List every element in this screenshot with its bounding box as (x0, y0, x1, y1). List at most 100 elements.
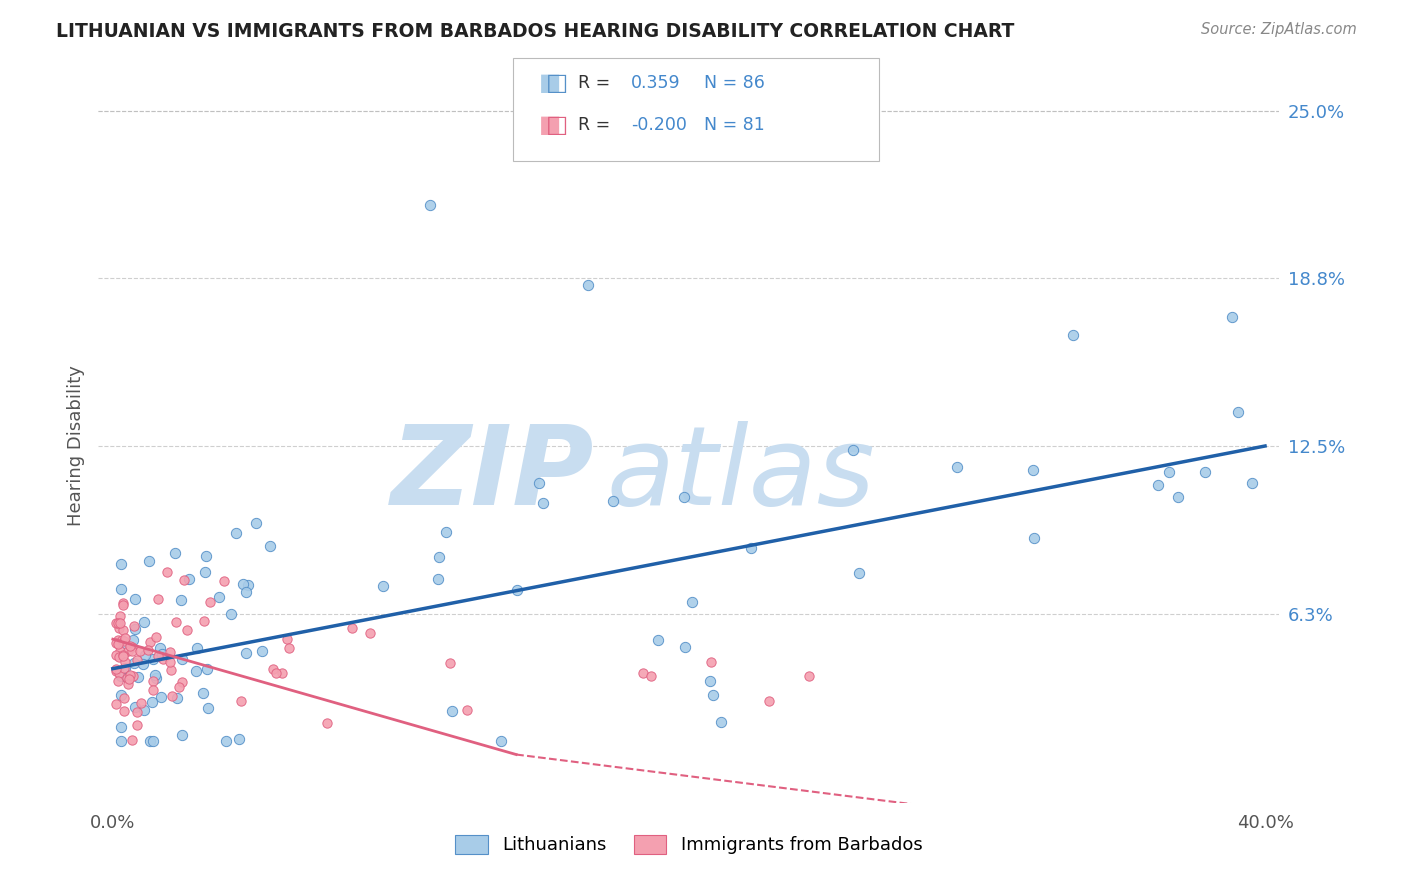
Point (160, 663, 183, 677)
Point (373, 579, 395, 593)
Text: N = 86: N = 86 (704, 74, 765, 92)
Point (114, 632, 136, 646)
Point (118, 672, 141, 686)
Point (112, 649, 135, 664)
Point (173, 573, 195, 587)
Point (124, 699, 146, 714)
Point (228, 731, 250, 746)
Point (110, 734, 132, 748)
Point (797, 668, 820, 682)
Point (1147, 477, 1170, 491)
Point (112, 661, 135, 675)
Point (108, 609, 131, 624)
Point (118, 639, 141, 653)
Point (139, 734, 162, 748)
Point (191, 686, 214, 700)
Point (114, 661, 136, 675)
Point (170, 674, 193, 689)
Point (359, 626, 381, 640)
Point (177, 572, 200, 586)
Point (278, 640, 301, 655)
Point (533, 496, 555, 510)
Point (193, 614, 215, 628)
Text: LITHUANIAN VS IMMIGRANTS FROM BARBADOS HEARING DISABILITY CORRELATION CHART: LITHUANIAN VS IMMIGRANTS FROM BARBADOS H… (56, 22, 1015, 41)
Point (215, 734, 238, 748)
Point (152, 652, 174, 666)
Text: □: □ (546, 71, 568, 95)
Point (129, 696, 152, 710)
Point (124, 622, 146, 636)
Point (122, 632, 145, 647)
Point (232, 577, 254, 591)
Point (141, 694, 163, 708)
Point (672, 490, 695, 504)
Point (110, 668, 132, 682)
Point (148, 640, 170, 655)
Point (142, 673, 165, 688)
Point (159, 655, 181, 669)
Point (236, 578, 259, 592)
Point (1220, 310, 1243, 325)
Point (170, 652, 193, 666)
Text: -0.200: -0.200 (631, 116, 688, 134)
Text: ■: ■ (538, 71, 561, 95)
Point (165, 615, 187, 629)
Text: atlas: atlas (606, 421, 875, 528)
Point (111, 648, 134, 662)
Point (167, 680, 190, 694)
Point (1194, 465, 1216, 479)
Point (127, 705, 149, 719)
Point (134, 615, 156, 630)
Point (104, 616, 127, 631)
Point (107, 673, 129, 688)
Point (434, 524, 457, 539)
Point (1022, 463, 1045, 477)
Point (166, 690, 188, 705)
Point (1226, 405, 1249, 419)
Point (170, 729, 193, 743)
Point (194, 566, 217, 580)
Point (104, 697, 127, 711)
Point (129, 644, 152, 658)
Text: ■: ■ (538, 113, 561, 136)
Point (121, 640, 143, 654)
Point (121, 669, 143, 683)
Point (104, 662, 127, 676)
Point (145, 630, 167, 644)
Point (276, 632, 298, 647)
Point (740, 541, 762, 555)
Point (114, 655, 136, 669)
Point (699, 673, 721, 688)
Text: R =: R = (578, 74, 616, 92)
Point (149, 690, 172, 705)
Point (110, 582, 132, 596)
Point (112, 691, 135, 706)
Point (104, 648, 127, 662)
Point (170, 593, 193, 607)
Point (946, 460, 969, 475)
Point (245, 516, 267, 531)
Point (1062, 328, 1084, 343)
Point (111, 624, 134, 638)
Text: 0.359: 0.359 (631, 74, 681, 92)
Point (848, 566, 870, 580)
Point (143, 668, 166, 682)
Point (1159, 465, 1181, 479)
Point (506, 582, 529, 597)
Point (229, 694, 252, 708)
Point (842, 443, 865, 458)
Point (702, 688, 724, 702)
Text: □: □ (546, 113, 568, 136)
Legend: Lithuanians, Immigrants from Barbados: Lithuanians, Immigrants from Barbados (449, 828, 929, 862)
Point (176, 624, 198, 638)
Point (142, 734, 165, 748)
Point (110, 643, 132, 657)
Point (160, 689, 183, 703)
Point (107, 622, 129, 636)
Point (145, 671, 167, 685)
Point (186, 664, 208, 678)
Point (132, 657, 155, 671)
Point (132, 703, 155, 717)
Point (139, 635, 162, 649)
Point (142, 683, 165, 698)
